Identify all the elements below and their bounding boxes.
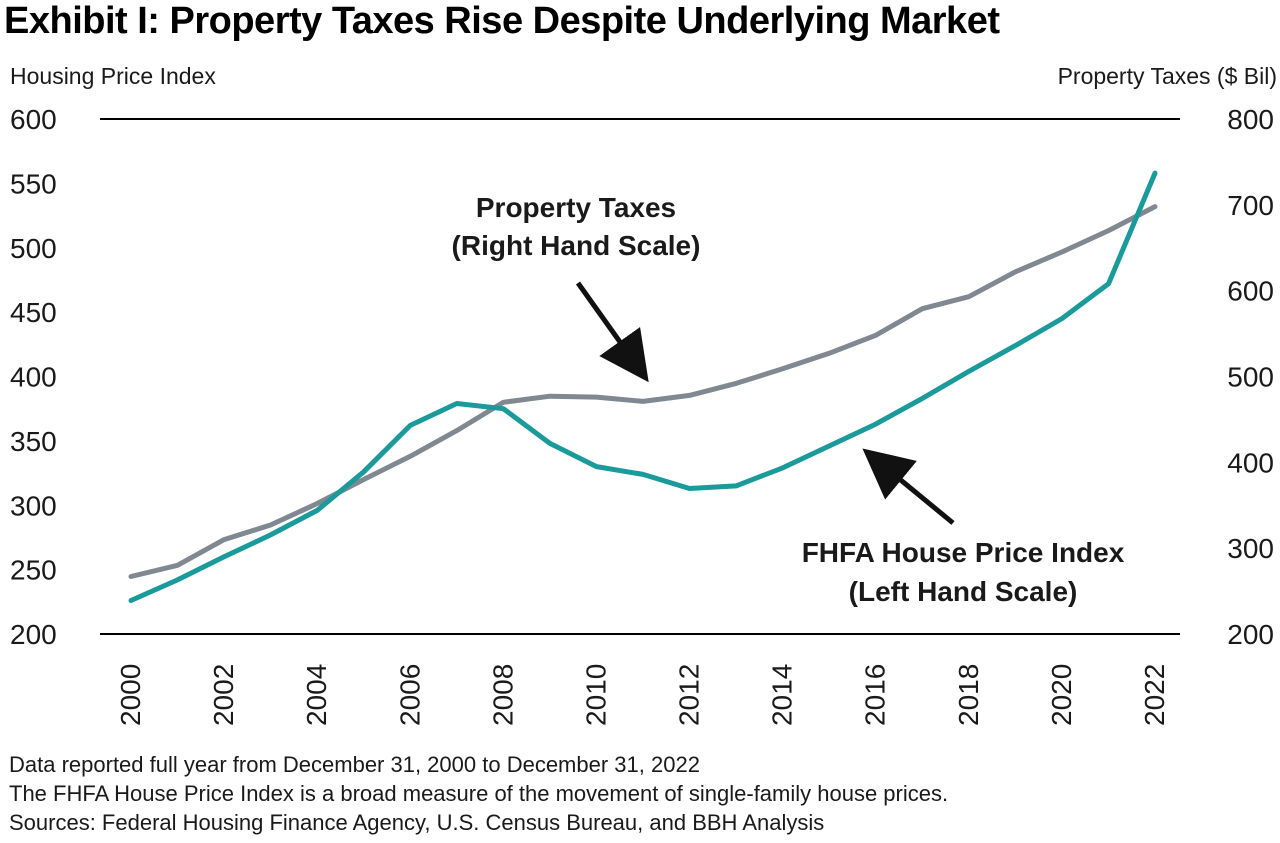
x-axis-ticks: 2000 2002 2004 2006 2008 2010 2012 2014 2016 2018… [115, 664, 1170, 726]
right-tick-label: 400 [1227, 447, 1274, 478]
footnote-date-range: Data reported full year from December 31… [9, 752, 700, 777]
x-tick-label: 2010 [580, 664, 611, 726]
annotation-fhfa-line2: (Left Hand Scale) [849, 576, 1078, 607]
footnote-sources: Sources: Federal Housing Finance Agency,… [9, 810, 825, 835]
right-axis-ticks: 200 300 400 500 600 700 800 [1227, 104, 1274, 650]
x-tick-label: 2014 [767, 664, 798, 726]
right-tick-label: 500 [1227, 362, 1274, 393]
x-tick-label: 2020 [1046, 664, 1077, 726]
series-line-property-taxes [128, 204, 1158, 579]
x-tick-label: 2012 [674, 664, 705, 726]
arrow-to-property-taxes [575, 281, 649, 383]
footnote-fhfa-definition: The FHFA House Price Index is a broad me… [9, 781, 949, 806]
left-tick-label: 250 [10, 555, 57, 586]
left-tick-label: 450 [10, 297, 57, 328]
chart-title: Exhibit I: Property Taxes Rise Despite U… [4, 0, 1000, 42]
x-tick-label: 2008 [487, 664, 518, 726]
right-tick-label: 300 [1227, 533, 1274, 564]
series-layer [128, 170, 1158, 603]
right-tick-label: 800 [1227, 104, 1274, 135]
right-axis-title: Property Taxes ($ Bil) [1058, 63, 1277, 89]
x-tick-label: 2000 [115, 664, 146, 726]
left-tick-label: 400 [10, 362, 57, 393]
left-tick-label: 300 [10, 490, 57, 521]
left-tick-label: 500 [10, 233, 57, 264]
annotation-property-taxes-line1: Property Taxes [476, 192, 676, 223]
left-tick-label: 600 [10, 104, 57, 135]
x-tick-label: 2004 [301, 664, 332, 726]
annotation-property-taxes-line2: (Right Hand Scale) [452, 230, 701, 261]
footnotes: Data reported full year from December 31… [9, 750, 948, 837]
right-tick-label: 700 [1227, 190, 1274, 221]
left-axis-title: Housing Price Index [10, 63, 216, 89]
x-tick-label: 2006 [394, 664, 425, 726]
left-axis-ticks: 200 250 300 350 400 450 500 550 600 [10, 104, 57, 650]
series-line-fhfa-house-price-index [128, 170, 1158, 603]
left-tick-label: 550 [10, 168, 57, 199]
annotation-fhfa-line1: FHFA House Price Index [802, 537, 1125, 568]
x-tick-label: 2002 [208, 664, 239, 726]
x-tick-label: 2022 [1139, 664, 1170, 726]
left-tick-label: 200 [10, 619, 57, 650]
x-tick-label: 2018 [953, 664, 984, 726]
arrow-to-fhfa [862, 448, 955, 525]
x-tick-label: 2016 [860, 664, 891, 726]
right-tick-label: 600 [1227, 276, 1274, 307]
right-tick-label: 200 [1227, 619, 1274, 650]
left-tick-label: 350 [10, 426, 57, 457]
